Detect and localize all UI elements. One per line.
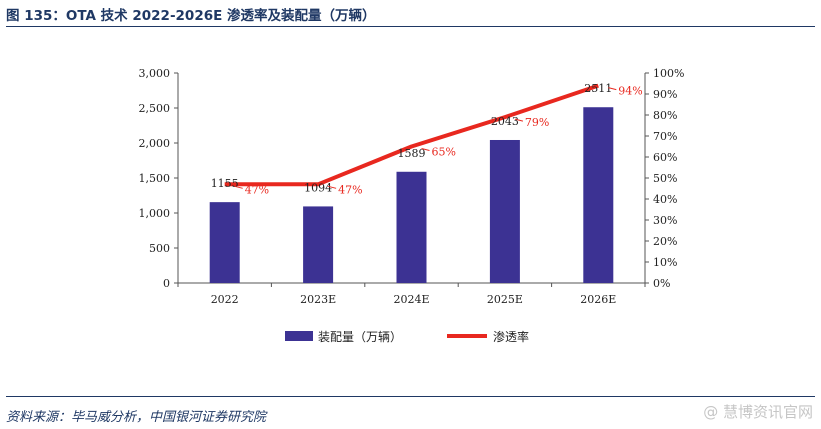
right-axis-tick-label: 90%: [653, 88, 677, 101]
x-axis-tick-label: 2024E: [393, 293, 429, 306]
penetration-line: [224, 83, 599, 187]
left-axis-tick-label: 1,000: [139, 207, 171, 220]
footer-divider: [6, 396, 815, 397]
right-axis-tick-label: 30%: [653, 214, 677, 227]
line-label-leader: [327, 185, 337, 189]
watermark-text: @ 慧博资讯官网: [703, 403, 813, 421]
right-axis-tick-label: 70%: [653, 130, 677, 143]
bar: [209, 202, 240, 283]
line-label-leader: [421, 148, 430, 151]
x-axis-tick-label: 2026E: [580, 293, 616, 306]
bar: [489, 139, 520, 283]
right-axis-tick-label: 80%: [653, 109, 677, 122]
bar-value-label: 2511: [584, 82, 612, 95]
x-axis-tick-label: 2022: [211, 293, 239, 306]
bar-value-label: 2043: [491, 115, 519, 128]
line-value-label: 65%: [432, 146, 456, 159]
left-axis-tick-label: 500: [149, 242, 170, 255]
source-note: 资料来源：毕马威分析，中国银河证券研究院: [6, 410, 267, 425]
right-axis-tick-label: 0%: [653, 277, 670, 290]
line-label-leader: [514, 118, 524, 122]
left-axis-tick-label: 2,500: [139, 102, 171, 115]
right-axis-tick-label: 10%: [653, 256, 677, 269]
line-value-label: 79%: [525, 116, 549, 129]
right-axis-tick-label: 60%: [653, 151, 677, 164]
left-axis-tick-label: 0: [163, 277, 170, 290]
bar-value-label: 1155: [211, 177, 239, 190]
chart-title: 图 135：OTA 技术 2022-2026E 渗透率及装配量（万辆）: [6, 8, 376, 24]
combo-chart: 0 500 1,000 1,500 2,000 2,500 3,000 0% 10% 20% 30%…: [139, 67, 685, 344]
left-axis-tick-label: 1,500: [139, 172, 171, 185]
left-axis-tick-label: 3,000: [139, 67, 171, 80]
line-value-label: 47%: [245, 183, 269, 196]
line-label-leader: [608, 87, 617, 91]
title-divider: [6, 26, 815, 27]
x-axis-tick-label: 2023E: [300, 293, 336, 306]
line-value-label: 47%: [338, 183, 362, 196]
legend-bar-swatch: [285, 331, 313, 341]
right-axis-tick-label: 50%: [653, 172, 677, 185]
bar-value-label: 1589: [398, 147, 426, 160]
legend-bar-label: 装配量（万辆）: [318, 330, 402, 344]
right-axis-tick-label: 20%: [653, 235, 677, 248]
right-axis-tick-label: 100%: [653, 67, 684, 80]
x-axis-tick-label: 2025E: [487, 293, 523, 306]
line-label-leader: [234, 185, 243, 189]
right-axis-tick-label: 40%: [653, 193, 677, 206]
left-axis-tick-label: 2,000: [139, 137, 171, 150]
line-value-label: 94%: [618, 85, 642, 98]
legend-line-label: 渗透率: [493, 329, 529, 344]
bar: [303, 206, 334, 283]
bar-value-label: 1094: [304, 181, 332, 194]
bar: [396, 171, 427, 283]
bar: [583, 107, 614, 283]
